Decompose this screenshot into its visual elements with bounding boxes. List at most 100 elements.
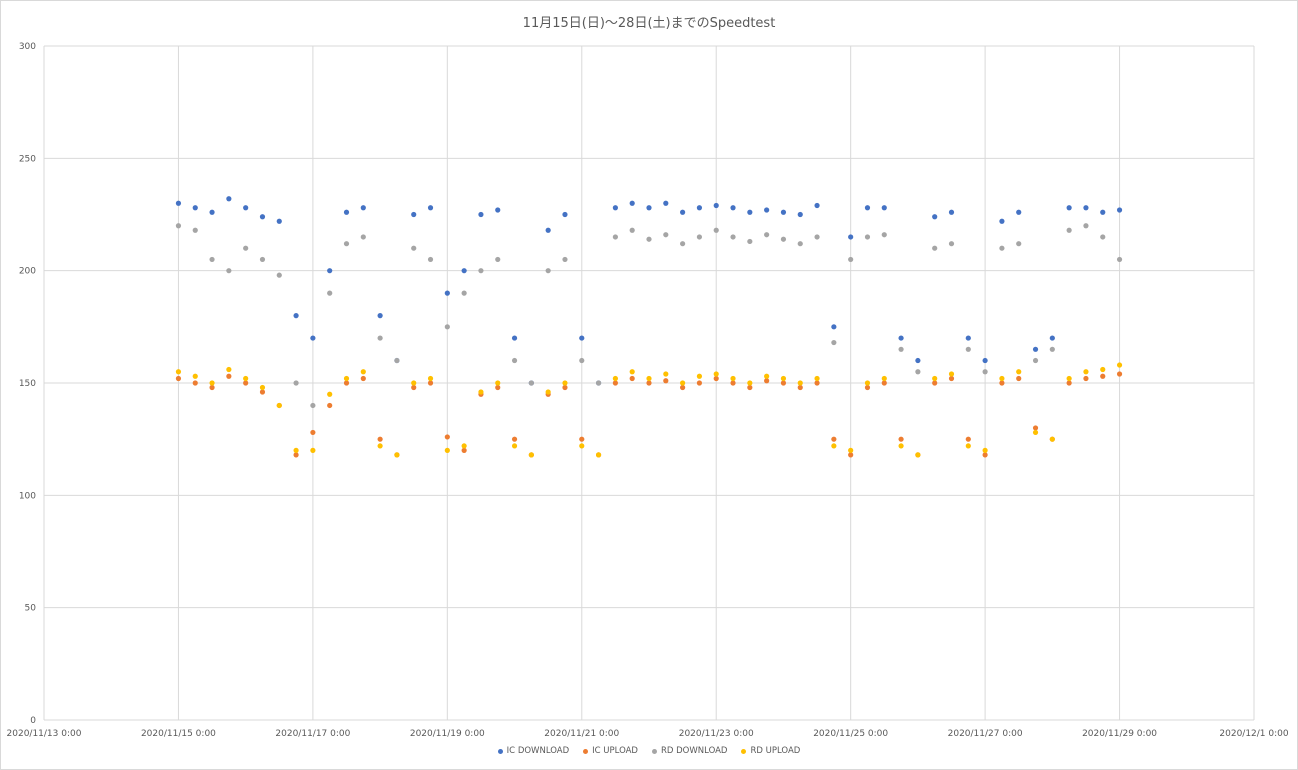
data-point	[562, 256, 568, 263]
data-point	[343, 380, 350, 386]
legend-label: RD DOWNLOAD	[660, 746, 728, 756]
data-point	[343, 241, 350, 247]
y-tick-label: 250	[19, 154, 36, 164]
x-tick-label: 2020/11/29 0:00	[1082, 729, 1157, 739]
data-point	[932, 214, 938, 220]
data-point	[444, 447, 450, 453]
data-point	[427, 205, 434, 211]
data-point	[478, 268, 484, 274]
y-tick-label: 50	[25, 604, 37, 614]
data-point	[864, 380, 871, 386]
data-point	[1083, 205, 1089, 211]
data-point	[276, 402, 282, 409]
data-point	[209, 380, 215, 386]
data-point	[814, 234, 820, 240]
y-tick-label: 300	[19, 42, 36, 52]
data-point	[864, 234, 871, 240]
data-point	[293, 452, 299, 458]
data-point	[797, 241, 803, 247]
data-point	[982, 357, 988, 364]
data-point	[646, 236, 652, 242]
legend-dot-icon	[741, 748, 747, 754]
x-tick-label: 2020/11/25 0:00	[813, 729, 888, 739]
data-point	[881, 375, 887, 382]
data-point	[932, 375, 938, 382]
data-point	[360, 205, 366, 211]
x-tick-label: 2020/11/13 0:00	[7, 729, 82, 739]
data-point	[175, 375, 182, 382]
data-point	[713, 371, 719, 377]
data-point	[226, 196, 232, 202]
data-point	[965, 443, 971, 449]
data-point	[663, 232, 669, 238]
data-point	[797, 211, 803, 218]
data-point	[226, 366, 232, 373]
x-tick-label: 2020/11/19 0:00	[410, 729, 485, 739]
data-point	[898, 335, 904, 341]
data-point	[814, 380, 820, 386]
data-point	[562, 380, 568, 386]
data-point	[545, 268, 551, 274]
data-point	[511, 436, 518, 442]
data-point	[394, 357, 400, 364]
data-point	[209, 256, 215, 263]
data-point	[1083, 369, 1089, 375]
data-point	[797, 380, 803, 386]
data-point	[327, 290, 333, 296]
data-point	[293, 447, 299, 453]
data-point	[730, 234, 736, 240]
data-point	[411, 245, 417, 251]
data-point	[310, 447, 316, 453]
data-point	[276, 218, 282, 224]
data-point	[562, 384, 568, 391]
data-point	[713, 227, 719, 233]
data-point	[898, 346, 904, 352]
data-point	[898, 436, 904, 442]
data-point	[377, 443, 383, 449]
data-point	[680, 384, 686, 391]
data-point	[764, 207, 770, 213]
data-point	[495, 380, 501, 386]
data-point	[1032, 429, 1039, 436]
legend: IC DOWNLOAD IC UPLOAD RD DOWNLOAD RD UPL…	[0, 746, 1298, 756]
data-point	[629, 369, 635, 375]
data-point	[831, 324, 837, 330]
data-point	[999, 245, 1005, 251]
data-point	[1116, 371, 1123, 377]
data-point	[1083, 223, 1089, 229]
data-point	[209, 209, 215, 215]
x-tick-label: 2020/11/17 0:00	[275, 729, 350, 739]
data-point	[999, 380, 1005, 386]
data-point	[579, 357, 585, 364]
data-point	[327, 402, 333, 409]
data-point	[1016, 241, 1022, 247]
data-point	[192, 205, 198, 211]
data-point	[310, 429, 316, 436]
x-tick-label: 2020/11/27 0:00	[948, 729, 1023, 739]
data-point	[343, 375, 350, 382]
data-point	[579, 436, 585, 442]
data-point	[360, 234, 366, 240]
y-tick-label: 100	[19, 491, 36, 501]
data-point	[327, 268, 333, 274]
data-point	[444, 290, 450, 296]
data-point	[545, 389, 551, 395]
data-point	[461, 447, 467, 453]
data-point	[747, 384, 753, 391]
data-point	[579, 335, 585, 341]
legend-dot-icon	[651, 748, 657, 754]
data-point	[192, 227, 198, 233]
legend-item-ic-download: IC DOWNLOAD	[497, 746, 569, 756]
data-point	[982, 452, 988, 458]
chart-title: 11月15日(日)〜28日(土)までのSpeedtest	[522, 16, 776, 31]
data-point	[1116, 256, 1123, 263]
data-point	[864, 205, 871, 211]
data-point	[948, 209, 955, 215]
data-point	[1100, 234, 1106, 240]
data-point	[848, 447, 854, 453]
data-point	[848, 452, 854, 458]
data-point	[780, 380, 787, 386]
data-point	[881, 380, 887, 386]
y-axis-ticks: 0 50 100 150 200 250 300	[19, 42, 36, 726]
